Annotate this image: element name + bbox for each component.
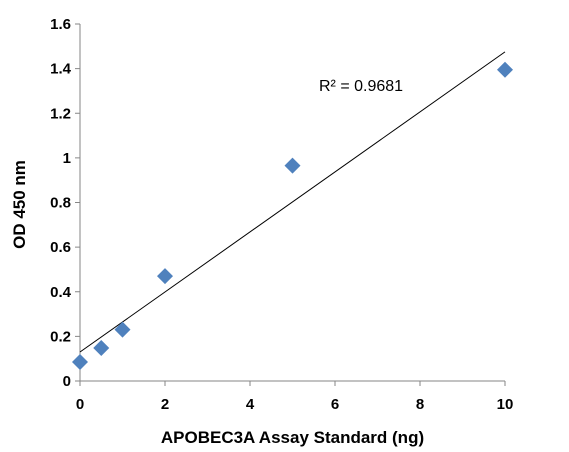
x-tick-label: 10	[497, 396, 514, 413]
x-tick-label: 4	[246, 396, 255, 413]
y-tick-label: 0	[63, 373, 71, 390]
x-axis-label: APOBEC3A Assay Standard (ng)	[161, 428, 424, 447]
data-points	[72, 61, 513, 371]
y-axis-label: OD 450 nm	[10, 160, 29, 249]
axes: 0 0.2 0.4 0.6 0.8 1 1.2 1.4 1.6 0 2 4 6 8 10	[50, 16, 513, 413]
data-point	[497, 61, 513, 78]
y-tick-label: 0.2	[50, 328, 71, 345]
y-tick-label: 1	[63, 150, 71, 167]
x-tick-label: 6	[331, 396, 339, 413]
data-point	[114, 321, 131, 338]
data-point	[157, 268, 173, 285]
data-point	[93, 339, 110, 356]
trendline	[79, 51, 506, 353]
x-axis-ticks: 0 2 4 6 8 10	[76, 381, 514, 413]
x-tick-label: 2	[161, 396, 169, 413]
y-tick-label: 1.6	[50, 16, 71, 33]
data-point	[284, 157, 301, 174]
y-axis-ticks: 0 0.2 0.4 0.6 0.8 1 1.2 1.4 1.6	[50, 16, 80, 390]
y-tick-label: 1.4	[50, 61, 72, 78]
data-point	[72, 354, 88, 371]
y-tick-label: 0.6	[50, 239, 71, 256]
y-tick-label: 0.4	[50, 284, 72, 301]
x-tick-label: 0	[76, 396, 84, 413]
r-squared-annotation: R² = 0.9681	[319, 78, 403, 95]
y-tick-label: 0.8	[50, 195, 71, 212]
x-tick-label: 8	[416, 396, 424, 413]
y-tick-label: 1.2	[50, 105, 71, 122]
